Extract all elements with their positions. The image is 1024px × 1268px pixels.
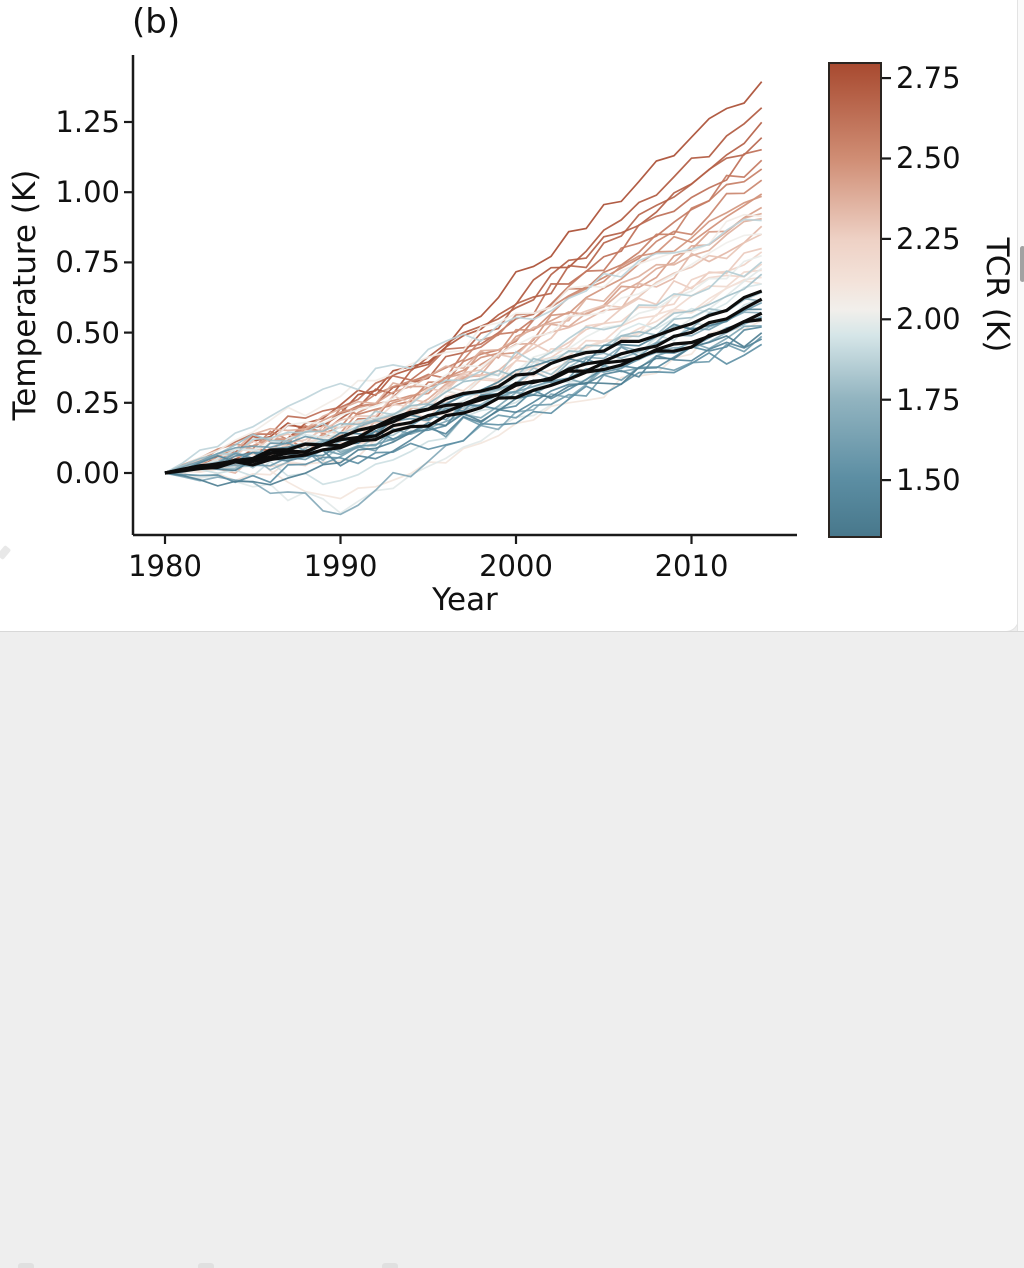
x-axis-title: Year <box>432 582 498 618</box>
y-tick-label: 0.00 <box>55 456 120 490</box>
ensemble-line <box>164 316 762 474</box>
right-strip <box>1017 0 1024 631</box>
y-tick-label: 0.75 <box>55 245 120 280</box>
line-chart <box>124 55 891 544</box>
ensemble-line <box>164 107 763 474</box>
y-tick-label: 1.25 <box>55 105 120 139</box>
ensemble-line <box>164 343 763 484</box>
y-axis-title: Temperature (K) <box>7 169 43 421</box>
ensemble-line <box>164 218 762 474</box>
ensemble-line <box>164 148 762 474</box>
colorbar-title: TCR (K) <box>979 237 1015 353</box>
figure-card: (b) Temperature (K) Year 0.00 0.25 0.50 0.7… <box>0 0 1018 631</box>
x-tick-label: 2010 <box>654 549 729 583</box>
colorbar-tick-label: 1.75 <box>896 382 961 417</box>
ensemble-line <box>164 137 763 474</box>
bottom-notch <box>18 1263 34 1268</box>
ensemble-line <box>164 232 762 474</box>
x-tick-label: 1980 <box>128 549 202 583</box>
colorbar-tick-label: 2.00 <box>896 302 961 337</box>
y-tick-label: 1.00 <box>55 175 120 210</box>
colorbar-tick-label: 2.75 <box>896 61 961 96</box>
x-tick-label: 2000 <box>479 549 553 583</box>
ensemble-line <box>164 213 762 474</box>
obs-line-2 <box>164 289 763 475</box>
ensemble-line <box>164 267 763 515</box>
scrollbar-thumb[interactable] <box>1020 246 1024 282</box>
panel-label: (b) <box>132 2 181 42</box>
x-tick-label: 1990 <box>303 549 378 583</box>
ensemble-line <box>164 217 762 474</box>
bottom-notch <box>382 1263 398 1268</box>
ensemble-line <box>164 233 763 474</box>
y-tick-label: 0.25 <box>55 385 120 420</box>
bottom-strip <box>0 631 1024 1268</box>
bottom-notch <box>198 1263 214 1268</box>
ensemble-line <box>164 269 762 474</box>
y-tick-label: 0.50 <box>55 315 120 350</box>
colorbar-tick-label: 1.50 <box>896 463 961 498</box>
colorbar-tick-label: 2.25 <box>896 221 961 256</box>
obs-line-3 <box>164 311 763 475</box>
ensemble-line <box>164 291 763 474</box>
ensemble-line <box>164 168 763 474</box>
obs-line-4 <box>164 318 762 475</box>
colorbar <box>828 62 882 538</box>
colorbar-tick-label: 2.50 <box>896 141 961 176</box>
